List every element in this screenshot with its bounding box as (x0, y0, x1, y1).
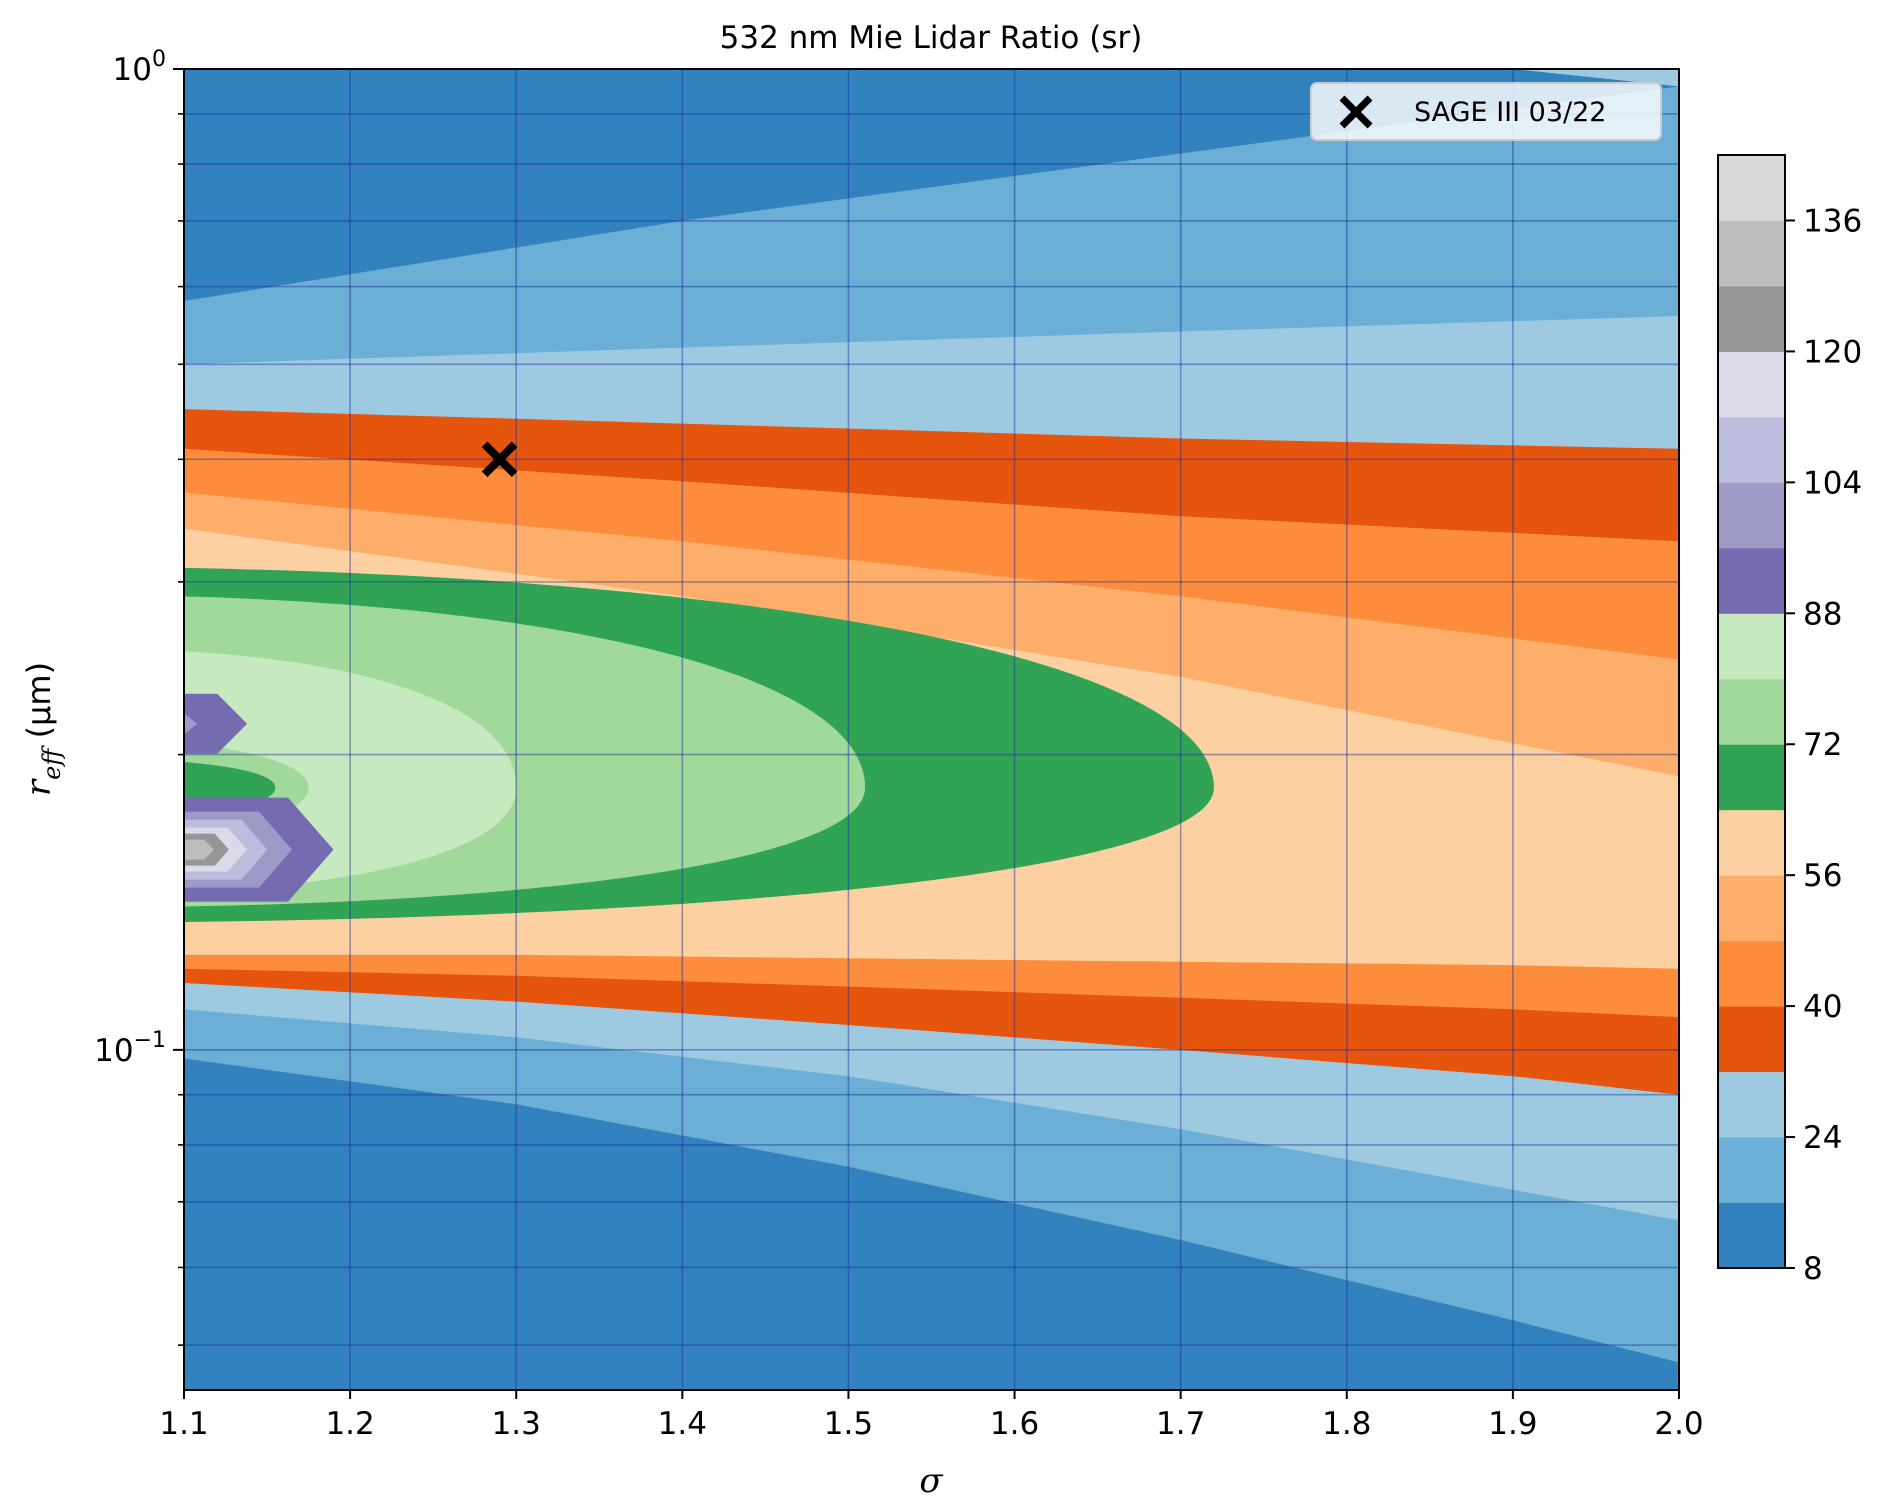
colorbar-segment-24 (1718, 1071, 1785, 1138)
grid-layer (184, 69, 1679, 1390)
legend-entry-label: SAGE III 03/22 (1414, 97, 1606, 128)
y-axis-label-unit: (μm) (20, 662, 58, 749)
marker-sage-iii-x-icon (481, 441, 518, 478)
contour-island-8-top (184, 140, 268, 188)
colorbar-segment-56 (1718, 809, 1785, 876)
colorbar-segment-120 (1718, 285, 1785, 352)
colorbar-segment-88 (1718, 547, 1785, 614)
contour-island-128 (184, 839, 214, 860)
legend-box (1310, 82, 1662, 141)
chart-title: 532 nm Mie Lidar Ratio (sr) (720, 20, 1143, 56)
colorbar-tick-label-4: 72 (1803, 727, 1842, 763)
x-tick-label-2: 1.3 (492, 1406, 541, 1442)
colorbar-tick-label-7: 120 (1803, 334, 1862, 370)
colorbar-tick-label-5: 88 (1803, 596, 1842, 632)
colorbar-tick-label-3: 56 (1803, 858, 1842, 894)
y-tick-label-0: 100 (113, 47, 166, 88)
legend: SAGE III 03/22 (1310, 82, 1662, 141)
x-tick-label-1: 1.2 (325, 1406, 374, 1442)
legend-x-marker-icon (1339, 95, 1373, 129)
x-tick-label-7: 1.8 (1322, 1406, 1371, 1442)
colorbar-tick-label-6: 104 (1803, 465, 1862, 501)
colorbar-segment-96 (1718, 482, 1785, 549)
colorbar-segment-80 (1718, 613, 1785, 680)
colorbar-segment-32 (1718, 1006, 1785, 1073)
contour-layer (184, 69, 1679, 1390)
colorbar-segment-128 (1718, 220, 1785, 287)
y-axis-label-subscript: eff (38, 745, 66, 780)
colorbar-segment-112 (1718, 351, 1785, 418)
y-tick-label-1: 10−1 (94, 1028, 166, 1069)
plot-frame (183, 68, 1680, 1391)
y-axis-label-base: r (19, 778, 59, 796)
colorbar-tick-label-8: 136 (1803, 203, 1862, 239)
x-tick-label-3: 1.4 (658, 1406, 707, 1442)
colorbar: 8 24 40 56 72 88 104 120 136 (1717, 154, 1862, 1287)
colorbar-segment-8 (1718, 1202, 1785, 1269)
x-axis-label: σ (919, 1461, 943, 1501)
colorbar-segment-64 (1718, 744, 1785, 811)
colorbar-segment-136 (1718, 155, 1785, 221)
colorbar-segment-16 (1718, 1137, 1785, 1204)
marker-layer (481, 441, 518, 478)
colorbar-tick-label-2: 40 (1803, 989, 1842, 1025)
contour-corner-24 (1512, 69, 1679, 87)
y-axis: 100 10−1 (94, 47, 184, 1346)
colorbar-segment-104 (1718, 416, 1785, 483)
x-tick-label-5: 1.6 (990, 1406, 1039, 1442)
x-tick-label-8: 1.9 (1488, 1406, 1537, 1442)
colorbar-tick-label-1: 24 (1803, 1120, 1842, 1156)
x-tick-label-9: 2.0 (1654, 1406, 1703, 1442)
colorbar-segment-48 (1718, 875, 1785, 942)
x-tick-label-6: 1.7 (1156, 1406, 1205, 1442)
y-axis-label: reff (μm) (19, 662, 66, 796)
x-tick-label-4: 1.5 (824, 1406, 873, 1442)
colorbar-segment-72 (1718, 678, 1785, 745)
x-axis: 1.1 1.2 1.3 1.4 1.5 1.6 1.7 1.8 1.9 2.0 (159, 1390, 1704, 1442)
colorbar-tick-label-0: 8 (1803, 1251, 1823, 1287)
contour-island-96-upper (184, 713, 198, 735)
x-tick-label-0: 1.1 (159, 1406, 208, 1442)
colorbar-frame (1717, 154, 1786, 1269)
contour-island-88-upper (184, 693, 248, 754)
colorbar-segment-40 (1718, 940, 1785, 1007)
